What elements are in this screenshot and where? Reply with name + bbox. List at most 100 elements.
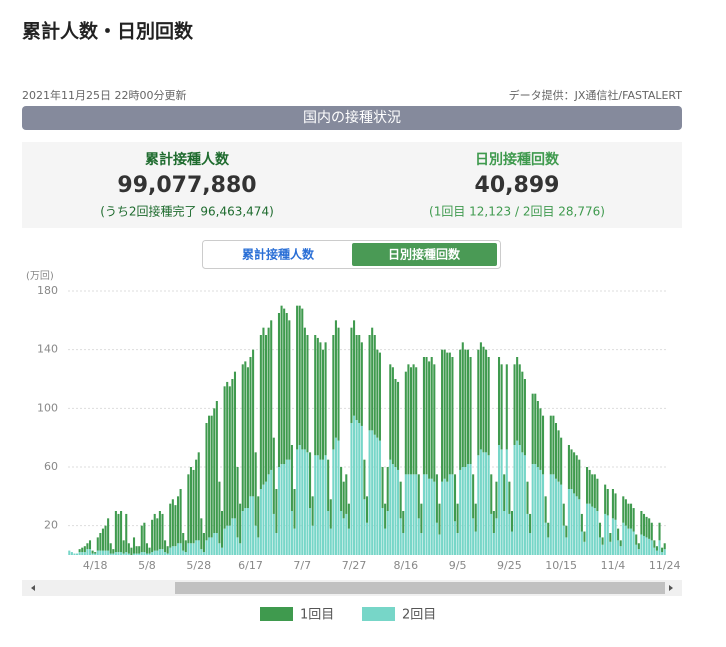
bar-segment: [448, 474, 451, 555]
bar-segment: [215, 533, 218, 555]
bar-segment: [358, 335, 361, 423]
x-tick-label: 6/17: [238, 559, 263, 572]
bar-segment: [622, 496, 625, 523]
bar-segment: [583, 531, 586, 542]
bar-segment: [81, 552, 84, 555]
bar-segment: [122, 540, 125, 554]
banner-bg: [22, 106, 682, 130]
bar-segment: [246, 508, 249, 555]
bar-segment: [593, 508, 596, 555]
bar-segment: [575, 496, 578, 555]
bar-segment: [378, 352, 381, 441]
bar-segment: [635, 544, 638, 555]
stat-value: 99,077,880: [117, 173, 256, 198]
bar-segment: [83, 552, 86, 555]
bar-segment: [661, 547, 664, 553]
bar-segment: [428, 478, 431, 555]
bar-segment: [531, 393, 534, 465]
tab-active[interactable]: 日別接種回数: [388, 247, 461, 262]
bar-segment: [220, 511, 224, 548]
tab[interactable]: 累計接種人数: [242, 247, 315, 262]
bar-segment: [215, 401, 218, 533]
bar-segment: [479, 342, 482, 450]
bar-segment: [371, 327, 374, 431]
bar-segment: [262, 327, 265, 485]
bar-segment: [306, 452, 309, 555]
bar-segment: [663, 543, 666, 550]
bar-segment: [88, 540, 92, 550]
bar-segment: [254, 525, 257, 555]
bar-segment: [376, 349, 379, 438]
bar-segment: [342, 481, 345, 519]
stat-note: (1回目 12,123 / 2回目 28,776): [429, 205, 605, 219]
bar-segment: [96, 537, 99, 551]
x-tick-label: 8/16: [393, 559, 418, 572]
bar-segment: [518, 364, 521, 445]
x-tick-label: 7/27: [342, 559, 367, 572]
bar-segment: [645, 516, 648, 538]
bar-segment: [337, 440, 340, 555]
x-tick-label: 4/18: [83, 559, 108, 572]
bar-segment: [267, 327, 270, 475]
bar-segment: [83, 546, 86, 553]
bar-segment: [521, 371, 524, 453]
scroll-thumb[interactable]: [175, 582, 665, 594]
y-axis-label: (万回): [26, 270, 54, 282]
bar-segment: [337, 327, 340, 441]
bar-segment: [617, 540, 620, 555]
bar-segment: [355, 420, 358, 555]
bar-segment: [319, 459, 322, 555]
bar-segment: [117, 552, 120, 555]
bar-segment: [402, 533, 405, 555]
bar-segment: [490, 474, 493, 514]
bar-segment: [539, 408, 542, 470]
bar-segment: [415, 474, 418, 555]
bar-segment: [275, 489, 278, 533]
bar-segment: [583, 541, 586, 555]
bar-segment: [554, 423, 558, 479]
bar-segment: [497, 357, 501, 445]
bar-segment: [368, 430, 371, 555]
bar-segment: [435, 522, 438, 555]
bar-segment: [311, 525, 314, 555]
legend-swatch: [260, 607, 293, 621]
bar-segment: [86, 549, 89, 555]
bar-segment: [630, 528, 633, 555]
bar-segment: [158, 549, 161, 555]
bar-segment: [213, 533, 216, 555]
bar-segment: [332, 449, 335, 555]
bar-segment: [355, 335, 358, 421]
bar-segment: [158, 511, 161, 550]
bar-segment: [420, 503, 423, 533]
bar-segment: [195, 540, 198, 555]
bar-segment: [485, 452, 488, 555]
bar-segment: [244, 361, 247, 509]
bar-segment: [132, 537, 136, 554]
bar-segment: [430, 478, 433, 555]
bar-segment: [151, 552, 154, 555]
bar-segment: [562, 503, 565, 526]
bar-segment: [611, 518, 614, 555]
bar-segment: [557, 430, 560, 482]
bar-segment: [311, 496, 314, 526]
bar-segment: [327, 511, 330, 555]
bar-segment: [107, 550, 110, 555]
bar-segment: [658, 522, 661, 541]
y-tick-label: 100: [37, 401, 58, 414]
bar-segment: [554, 478, 558, 555]
bar-segment: [236, 537, 239, 555]
bar-segment: [301, 449, 304, 555]
bar-segment: [378, 440, 381, 555]
bar-segment: [120, 511, 123, 553]
bar-segment: [161, 549, 164, 555]
bar-segment: [617, 528, 620, 541]
bar-segment: [547, 522, 550, 538]
bar-segment: [655, 550, 658, 555]
bar-segment: [417, 474, 420, 519]
bar-segment: [184, 540, 187, 553]
bar-segment: [130, 547, 133, 555]
bar-segment: [503, 474, 506, 511]
stat-note: (うち2回接種完了 96,463,474): [100, 204, 274, 219]
bar-segment: [453, 521, 457, 555]
bar-segment: [389, 364, 392, 460]
